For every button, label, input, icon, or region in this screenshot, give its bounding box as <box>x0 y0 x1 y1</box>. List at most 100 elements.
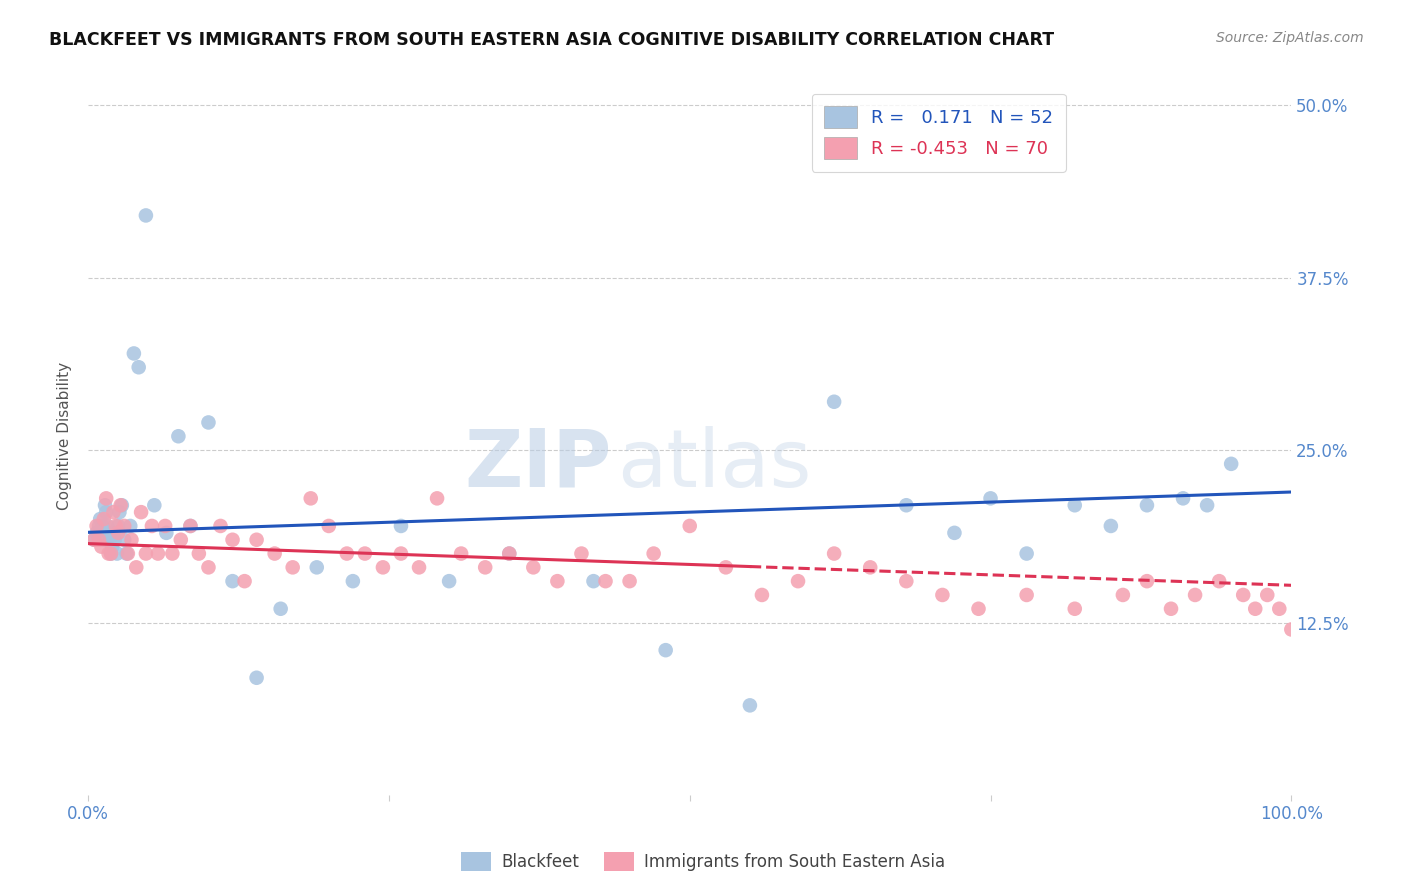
Point <box>546 574 568 589</box>
Point <box>103 505 125 519</box>
Point <box>209 519 232 533</box>
Point <box>94 498 117 512</box>
Point <box>498 547 520 561</box>
Point <box>336 547 359 561</box>
Point <box>179 519 201 533</box>
Point <box>221 574 243 589</box>
Point <box>89 512 111 526</box>
Point <box>97 547 120 561</box>
Point <box>595 574 617 589</box>
Point <box>450 547 472 561</box>
Point <box>162 547 184 561</box>
Point <box>1232 588 1254 602</box>
Point <box>474 560 496 574</box>
Point <box>121 533 143 547</box>
Point <box>143 498 166 512</box>
Point <box>167 429 190 443</box>
Point <box>498 547 520 561</box>
Point <box>110 498 132 512</box>
Point <box>389 519 412 533</box>
Point <box>931 588 953 602</box>
Point <box>129 505 152 519</box>
Point <box>197 560 219 574</box>
Point <box>246 533 269 547</box>
Point <box>1063 601 1085 615</box>
Point <box>389 547 412 561</box>
Point <box>87 519 110 533</box>
Point <box>426 491 449 506</box>
Point <box>153 519 176 533</box>
Point <box>522 560 544 574</box>
Point <box>187 547 209 561</box>
Point <box>1136 574 1159 589</box>
Point <box>86 519 108 533</box>
Point <box>83 533 105 547</box>
Point <box>787 574 810 589</box>
Point <box>371 560 394 574</box>
Point <box>654 643 676 657</box>
Point <box>1244 601 1267 615</box>
Point <box>823 547 845 561</box>
Legend: Blackfeet, Immigrants from South Eastern Asia: Blackfeet, Immigrants from South Eastern… <box>453 843 953 880</box>
Point <box>1279 623 1302 637</box>
Point <box>1184 588 1206 602</box>
Point <box>197 416 219 430</box>
Point <box>270 601 292 615</box>
Point <box>98 533 121 547</box>
Point <box>1015 588 1038 602</box>
Point <box>103 525 125 540</box>
Point <box>1256 588 1278 602</box>
Point <box>980 491 1002 506</box>
Point <box>100 547 122 561</box>
Point <box>823 394 845 409</box>
Point <box>97 525 120 540</box>
Point <box>967 601 990 615</box>
Text: Source: ZipAtlas.com: Source: ZipAtlas.com <box>1216 31 1364 45</box>
Point <box>105 547 128 561</box>
Point <box>1099 519 1122 533</box>
Legend: R =   0.171   N = 52, R = -0.453   N = 70: R = 0.171 N = 52, R = -0.453 N = 70 <box>811 94 1066 172</box>
Point <box>128 360 150 375</box>
Point <box>115 547 138 561</box>
Point <box>751 588 773 602</box>
Point <box>221 533 243 547</box>
Point <box>1171 491 1194 506</box>
Point <box>1136 498 1159 512</box>
Point <box>1015 547 1038 561</box>
Point <box>679 519 702 533</box>
Point <box>437 574 460 589</box>
Point <box>122 346 145 360</box>
Point <box>111 498 134 512</box>
Point <box>93 512 115 526</box>
Point <box>318 519 340 533</box>
Text: ZIP: ZIP <box>464 426 612 504</box>
Point <box>155 525 177 540</box>
Point <box>96 491 118 506</box>
Point <box>582 574 605 589</box>
Point <box>104 519 127 533</box>
Point <box>246 671 269 685</box>
Point <box>299 491 322 506</box>
Point <box>281 560 304 574</box>
Point <box>859 560 882 574</box>
Point <box>101 540 124 554</box>
Point <box>643 547 665 561</box>
Point <box>179 519 201 533</box>
Point <box>100 547 122 561</box>
Point <box>135 209 157 223</box>
Point <box>354 547 377 561</box>
Point <box>87 533 110 547</box>
Point <box>896 574 918 589</box>
Point <box>96 519 118 533</box>
Point <box>125 560 148 574</box>
Point <box>96 505 118 519</box>
Point <box>571 547 593 561</box>
Point <box>146 547 169 561</box>
Point <box>619 574 641 589</box>
Point <box>120 519 142 533</box>
Point <box>305 560 328 574</box>
Y-axis label: Cognitive Disability: Cognitive Disability <box>58 362 72 510</box>
Point <box>141 519 163 533</box>
Point <box>112 533 135 547</box>
Point <box>263 547 285 561</box>
